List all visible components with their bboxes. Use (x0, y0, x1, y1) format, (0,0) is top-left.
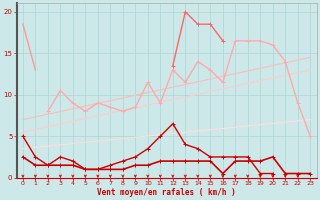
X-axis label: Vent moyen/en rafales ( km/h ): Vent moyen/en rafales ( km/h ) (97, 188, 236, 197)
